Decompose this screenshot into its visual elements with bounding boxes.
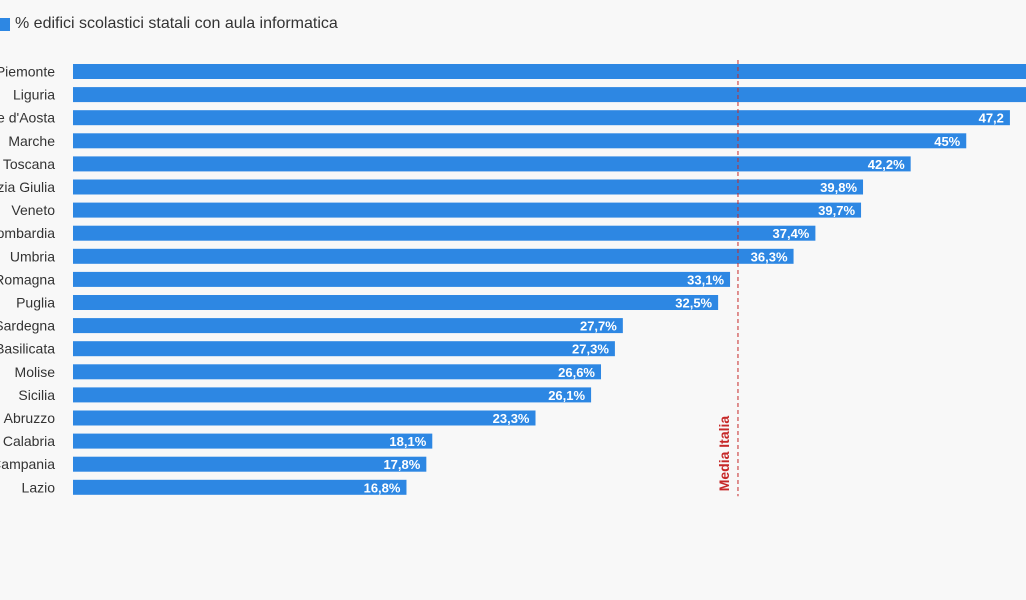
bar (73, 248, 794, 264)
bar (73, 318, 623, 334)
bar (73, 341, 615, 357)
value-label: 37,4% (773, 226, 810, 241)
legend-swatch (0, 17, 10, 31)
bar (73, 133, 967, 149)
value-label: 26,6% (558, 365, 595, 380)
legend: % edifici scolastici statali con aula in… (0, 14, 338, 34)
reference-line-label: Media Italia (716, 416, 732, 492)
category-label: Friuli-Venezia Giulia (0, 179, 55, 195)
value-label: 45% (934, 134, 960, 149)
category-label: Abruzzo (4, 410, 56, 426)
bar (73, 433, 433, 449)
category-label: Sardegna (0, 318, 55, 334)
bar (73, 271, 731, 287)
bar (73, 64, 1026, 79)
category-label: Sicilia (18, 387, 55, 403)
bar (73, 387, 592, 403)
bar (73, 364, 602, 380)
value-label: 33,1% (687, 272, 724, 287)
value-label: 26,1% (548, 388, 585, 403)
category-label: Valle d'Aosta (0, 110, 55, 126)
category-label: Toscana (3, 156, 55, 172)
category-label: Campania (0, 456, 55, 472)
category-label: Calabria (3, 433, 55, 449)
category-label: Puglia (16, 295, 55, 311)
category-label: Lazio (22, 479, 56, 495)
category-label: Emilia-Romagna (0, 271, 55, 287)
value-label: 32,5% (675, 296, 712, 311)
bar (73, 87, 1026, 103)
bar (73, 479, 407, 495)
bar (73, 295, 719, 310)
category-label: Liguria (13, 87, 55, 103)
bar (73, 202, 862, 218)
value-label: 16,8% (364, 480, 401, 495)
category-label: Lombardia (0, 225, 55, 241)
category-label: Molise (15, 364, 56, 380)
value-label: 39,7% (818, 203, 855, 218)
legend-label: % edifici scolastici statali con aula in… (15, 15, 338, 32)
bar (73, 456, 427, 472)
value-label: 18,1% (389, 434, 426, 449)
value-label: 47,2 (979, 111, 1004, 126)
value-label: 36,3% (751, 249, 788, 264)
value-label: 39,8% (820, 180, 857, 195)
value-label: 27,7% (580, 319, 617, 334)
value-label: 27,3% (572, 342, 609, 357)
category-label: Veneto (11, 202, 55, 218)
bar (73, 410, 536, 426)
category-label: Marche (8, 133, 55, 149)
category-label: Umbria (10, 248, 55, 264)
value-label: 42,2% (868, 157, 905, 172)
bar (73, 156, 911, 172)
category-label: Basilicata (0, 341, 55, 357)
value-label: 23,3% (493, 411, 530, 426)
bar (73, 179, 864, 195)
category-label: Piemonte (0, 64, 55, 80)
bar (73, 110, 1010, 126)
bar (73, 225, 816, 241)
value-label: 17,8% (383, 457, 420, 472)
